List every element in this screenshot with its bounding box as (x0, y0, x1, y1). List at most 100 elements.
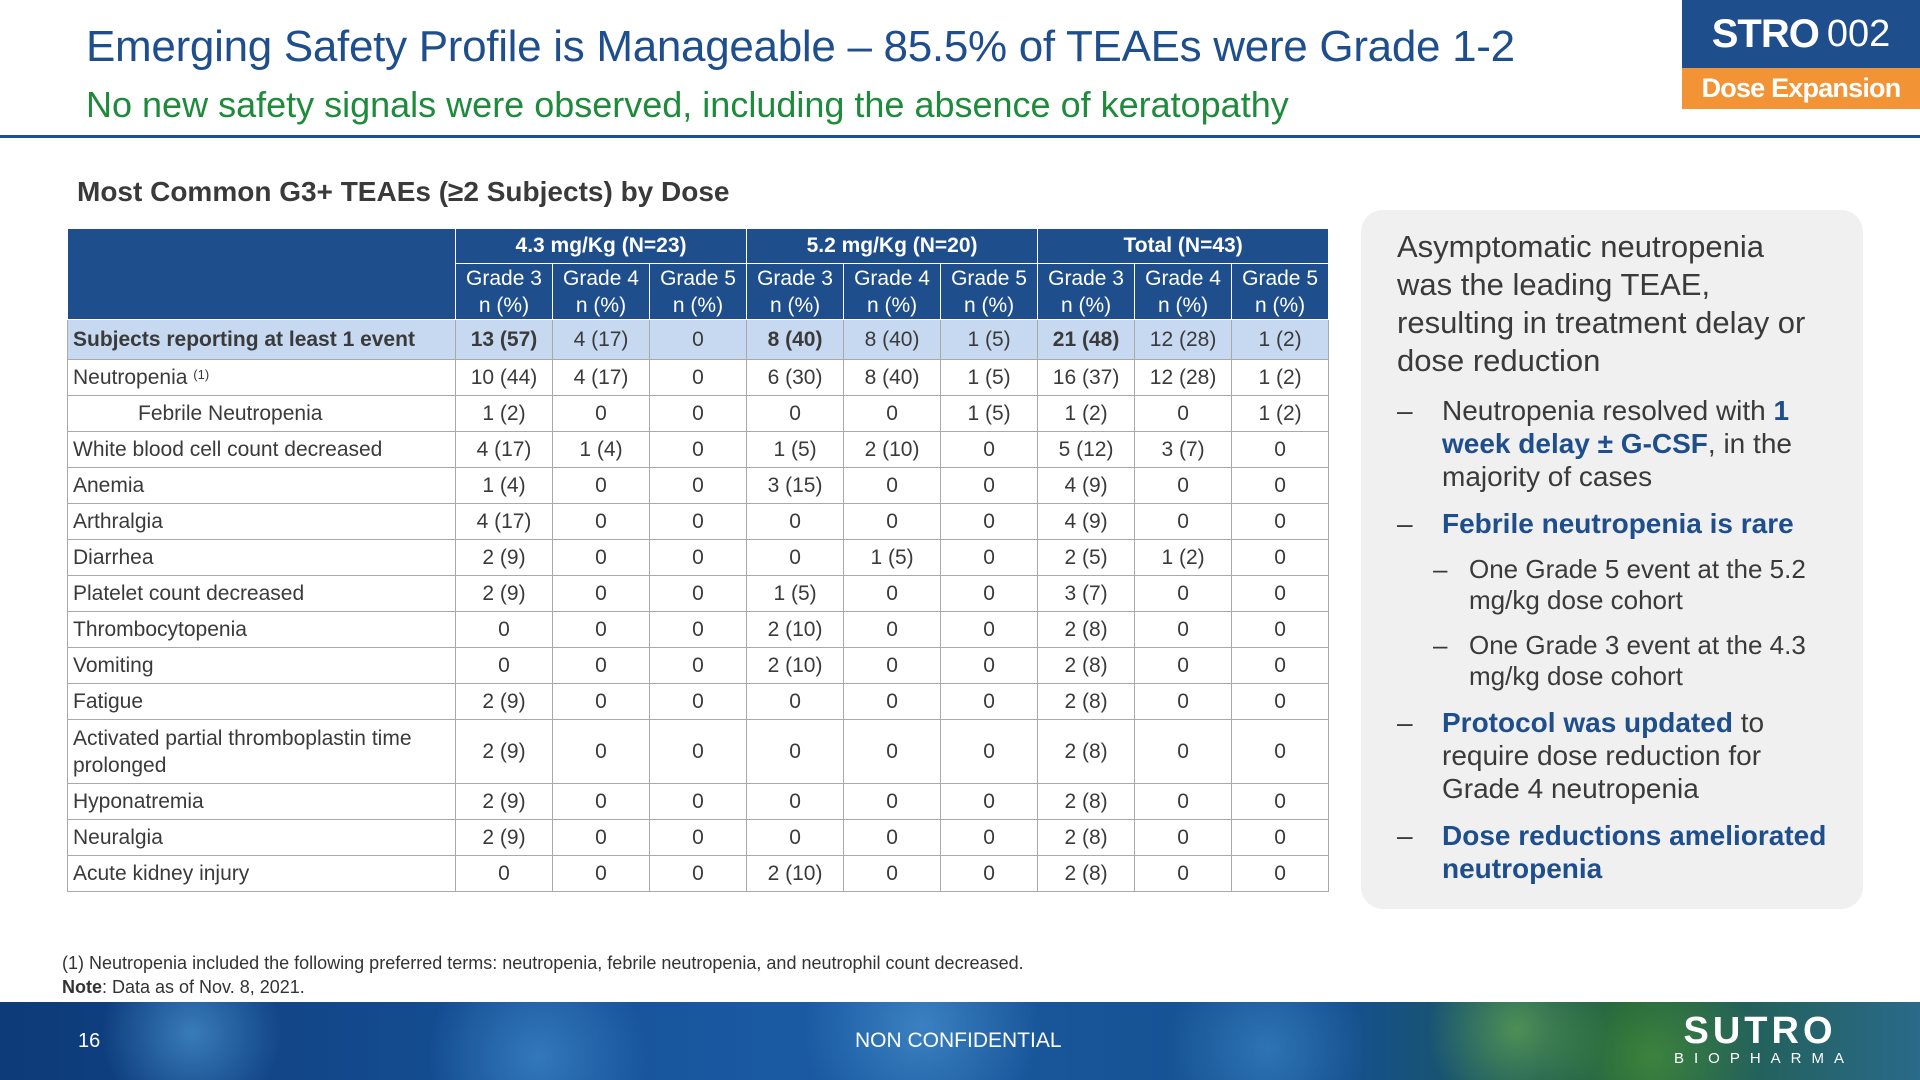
cell: 0 (648, 359, 748, 396)
key-findings-callout: Asymptomatic neutropenia was the leading… (1361, 210, 1863, 909)
cell: 0 (1134, 683, 1233, 720)
cell: 0 (1134, 819, 1233, 856)
cell: 0 (1134, 719, 1233, 784)
badge-study-id: STRO 002 (1682, 0, 1920, 68)
logo-wordmark: SUTRO (1683, 1010, 1837, 1052)
cell: 0 (1231, 503, 1330, 540)
cell: 0 (843, 611, 942, 648)
row-label: Thrombocytopenia (67, 611, 456, 648)
cell: 3 (7) (1134, 431, 1233, 468)
cell: 0 (1134, 783, 1233, 820)
column-header-unit: n (%) (866, 293, 918, 317)
column-header: Grade 5 n (%) (648, 263, 748, 320)
cell: 1 (2) (1037, 395, 1136, 432)
bullet-highlight: Dose reductions ameliorated neutropenia (1442, 820, 1827, 884)
cell: 0 (1231, 647, 1330, 684)
row-label-text: Activated partial thromboplastin time pr… (73, 726, 412, 777)
cell: 0 (648, 855, 748, 892)
row-label: Subjects reporting at least 1 event (67, 319, 456, 360)
cell: 0 (648, 575, 748, 612)
cell: 0 (746, 819, 845, 856)
table-row: Vomiting 0 0 0 2 (10) 0 0 2 (8) 0 0 (67, 647, 1330, 684)
table-title: Most Common G3+ TEAEs (≥2 Subjects) by D… (77, 176, 730, 207)
column-header-grade: Grade 3 (757, 266, 833, 290)
cell: 0 (1134, 575, 1233, 612)
summary-row: Subjects reporting at least 1 event 13 (… (67, 319, 1330, 360)
table-row: Platelet count decreased 2 (9) 0 0 1 (5) 0 0 3 … (67, 575, 1330, 612)
column-header: Grade 3 n (%) (746, 263, 845, 320)
cell: 0 (552, 539, 650, 576)
group-header-5-2: 5.2 mg/Kg (N=20) (746, 228, 1039, 264)
row-label: Fatigue (67, 683, 456, 720)
table-row: Acute kidney injury 0 0 0 2 (10) 0 0 2 (8) 0 0 (67, 855, 1330, 892)
cell: 0 (648, 719, 748, 784)
cell: 1 (2) (1231, 319, 1330, 360)
cell: 2 (8) (1037, 683, 1136, 720)
cell: 2 (9) (455, 683, 553, 720)
badge-study-number: 002 (1826, 12, 1891, 55)
table-row: Anemia 1 (4) 0 0 3 (15) 0 0 4 (9) 0 0 (67, 467, 1330, 504)
column-header: Grade 4 n (%) (1134, 263, 1233, 320)
cell: 1 (5) (940, 359, 1039, 396)
cell: 0 (552, 783, 650, 820)
cell: 0 (940, 503, 1039, 540)
cell: 1 (2) (1231, 359, 1330, 396)
cell: 0 (1134, 647, 1233, 684)
table-row: Neuralgia 2 (9) 0 0 0 0 0 2 (8) 0 0 (67, 819, 1330, 856)
column-header-unit: n (%) (1060, 293, 1112, 317)
row-label: Febrile Neutropenia (67, 395, 456, 432)
callout-lead: Asymptomatic neutropenia was the leading… (1397, 229, 1806, 378)
column-header: Grade 5 n (%) (1231, 263, 1330, 320)
bullet-text: , in the majority of cases (1442, 428, 1792, 492)
table-row: Febrile Neutropenia 1 (2) 0 0 0 0 1 (5) 1 (2) 0 1… (67, 395, 1330, 432)
row-label-text: Acute kidney injury (73, 861, 250, 885)
cell: 0 (940, 783, 1039, 820)
column-header: Grade 3 n (%) (455, 263, 553, 320)
column-header-grade: Grade 4 (1145, 266, 1221, 290)
cell: 2 (10) (746, 855, 845, 892)
cell: 1 (2) (1134, 539, 1233, 576)
table-row: Thrombocytopenia 0 0 0 2 (10) 0 0 2 (8) 0 0 (67, 611, 1330, 648)
dash-icon: – (1397, 707, 1413, 738)
cell: 0 (648, 647, 748, 684)
column-header-unit: n (%) (1157, 293, 1209, 317)
column-header-unit: n (%) (1254, 293, 1306, 317)
cell: 1 (5) (940, 395, 1039, 432)
cell: 0 (455, 611, 553, 648)
row-label: Neuralgia (67, 819, 456, 856)
dash-icon: – (1397, 508, 1413, 539)
cell: 0 (1231, 719, 1330, 784)
row-label: Hyponatremia (67, 783, 456, 820)
cell: 1 (2) (455, 395, 553, 432)
cell: 0 (648, 783, 748, 820)
page-title: Emerging Safety Profile is Manageable – … (86, 22, 1515, 71)
cell: 3 (15) (746, 467, 845, 504)
teae-table: 4.3 mg/Kg (N=23) 5.2 mg/Kg (N=20) Total … (67, 228, 1330, 892)
table-row: White blood cell count decreased 4 (17) 1 … (67, 431, 1330, 468)
cell: 0 (843, 783, 942, 820)
cell: 5 (12) (1037, 431, 1136, 468)
cell: 0 (552, 719, 650, 784)
cell: 0 (843, 719, 942, 784)
cell: 0 (552, 467, 650, 504)
cell: 2 (9) (455, 539, 553, 576)
cell: 0 (552, 575, 650, 612)
table-row: Fatigue 2 (9) 0 0 0 0 0 2 (8) 0 0 (67, 683, 1330, 720)
badge-study-name: STRO (1711, 11, 1820, 56)
callout-bullet: – Febrile neutropenia is rare (1397, 507, 1827, 540)
cell: 0 (843, 855, 942, 892)
row-label-text: Platelet count decreased (73, 581, 305, 605)
cell: 4 (17) (455, 431, 553, 468)
callout-bullet: – Dose reductions ameliorated neutropeni… (1397, 819, 1827, 885)
cell: 0 (648, 319, 748, 360)
row-label-text: Hyponatremia (73, 789, 204, 813)
cell: 12 (28) (1134, 359, 1233, 396)
group-header-total: Total (N=43) (1037, 228, 1330, 264)
table-row: Activated partial thromboplastin time pr… (67, 719, 1330, 784)
cell: 4 (9) (1037, 503, 1136, 540)
cell: 0 (552, 683, 650, 720)
column-header-grade: Grade 3 (466, 266, 542, 290)
cell: 0 (746, 683, 845, 720)
cell: 0 (1231, 539, 1330, 576)
row-label: Diarrhea (67, 539, 456, 576)
